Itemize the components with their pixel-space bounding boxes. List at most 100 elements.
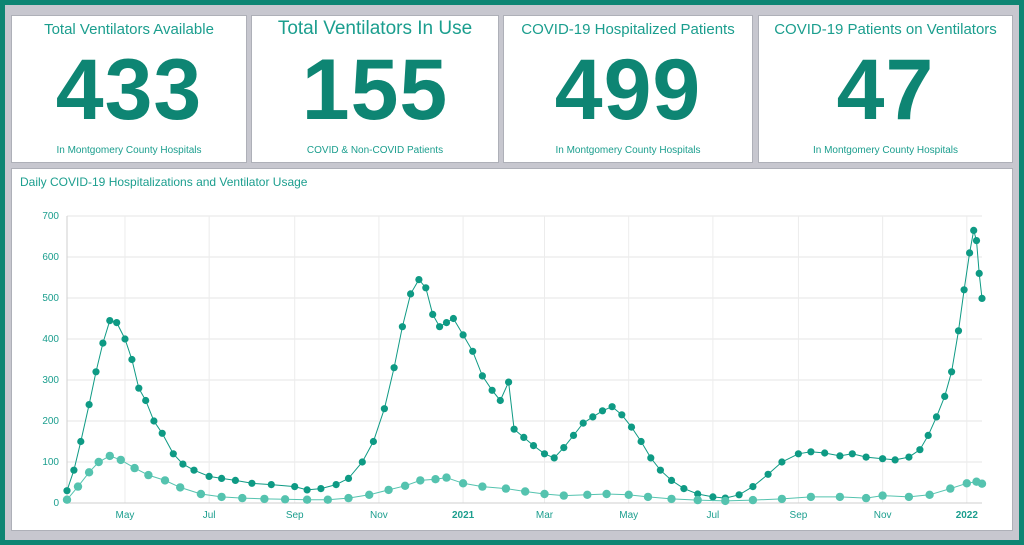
series-1-point [190,466,198,474]
series-1-point [113,319,121,327]
series-1-point [970,226,978,234]
series-2-point [478,482,487,491]
series-1-point [85,401,93,409]
y-tick-label: 400 [42,334,59,345]
series-1-point [821,449,829,457]
series-1-point [169,450,177,458]
series-1-point [63,487,71,495]
kpi-value: 499 [554,42,702,138]
series-1-point [407,290,415,298]
series-1-point [656,466,665,474]
series-1-point [510,425,518,433]
series-1-point [415,276,423,284]
series-1-point [436,323,444,331]
series-1-point [778,458,786,466]
x-tick-label: 2022 [956,510,979,521]
series-2-point [280,495,290,504]
series-1-point [891,456,899,464]
kpi-subtitle: COVID & Non-COVID Patients [306,145,444,156]
series-1-point [398,323,406,331]
series-1-point [589,413,597,421]
series-2-point [442,473,451,482]
series-2-point [217,492,226,502]
kpi-value: 155 [301,42,449,138]
series-2-point [73,482,83,491]
series-1-point [344,474,353,482]
series-2-point [400,481,410,490]
series-1-point [667,476,676,484]
series-1-point [429,310,437,318]
series-2-point [62,495,72,504]
kpi-subtitle: In Montgomery County Hospitals [56,145,202,156]
series-2-point [365,490,374,499]
series-1-point [529,442,538,450]
series-1-point [848,450,856,458]
series-1-point [369,437,377,446]
kpi-card-hospitalized-patients: COVID-19 Hospitalized Patients 499 In Mo… [503,15,753,163]
series-2-point [501,484,511,493]
series-1-point [317,485,325,493]
series-1-point [390,364,398,372]
series-2-point [624,490,633,499]
y-tick-label: 300 [42,375,59,386]
series-1-point [966,249,974,257]
kpi-card-ventilators-in-use: Total Ventilators In Use 155 COVID & Non… [251,15,499,163]
kpi-card-ventilators-available: Total Ventilators Available 433 In Montg… [11,15,247,163]
series-1-point [179,460,187,468]
series-1-point [248,479,256,487]
series-1-point [954,327,963,335]
series-2-point [160,476,170,485]
series-1-point [332,481,340,489]
series-1-point [142,396,150,405]
kpi-value: 433 [55,42,203,138]
series-1-point [764,470,772,478]
kpi-subtitle: In Montgomery County Hospitals [555,145,701,156]
series-1-line [66,230,983,499]
series-1-point [694,490,702,498]
series-1-point [735,491,743,499]
series-2-point [84,468,94,477]
series-1-point [560,444,568,452]
series-1-point [749,483,757,491]
series-1-point [972,237,981,245]
series-1-point [520,433,528,441]
series-1-point [150,417,158,425]
series-1-point [941,392,949,400]
x-tick-label: May [116,510,135,521]
series-2-point [835,492,845,502]
chart-svg: 0 100 200 300 400 500 600 700 May Jul Sep Nov 2021 Ma… [42,211,987,521]
series-2-point [540,489,549,499]
series-2-point [238,493,247,503]
series-2-point [861,493,871,503]
series-2-point [693,495,702,505]
series-1-point [569,431,578,439]
series-1-point [960,286,968,294]
series-1-point [579,419,587,427]
x-tick-label: Mar [536,510,554,521]
series-1-point [449,314,457,323]
series-2-point [105,451,115,461]
series-1-point [496,396,504,405]
kpi-title: Total Ventilators Available [44,21,214,38]
series-1-point [488,386,496,394]
series-2-point [416,476,425,485]
series-2-point [130,463,139,473]
y-tick-label: 600 [42,252,59,263]
y-tick-label: 700 [42,211,59,222]
series-2-point [777,494,787,504]
series-2-point [559,491,568,500]
series-1-point [231,476,239,484]
series-1-point [158,429,166,437]
series-1-point [680,485,688,493]
series-1-point [205,472,213,480]
series-1-point [978,294,986,302]
kpi-title: Total Ventilators In Use [277,18,473,39]
series-1-point [380,405,388,413]
series-1-point [916,446,924,454]
series-1-point [975,269,983,277]
y-tick-label: 0 [53,498,59,509]
series-1-point [598,407,607,415]
series-1-point [99,339,107,347]
series-1-point [128,355,136,364]
kpi-subtitle: In Montgomery County Hospitals [812,145,959,156]
